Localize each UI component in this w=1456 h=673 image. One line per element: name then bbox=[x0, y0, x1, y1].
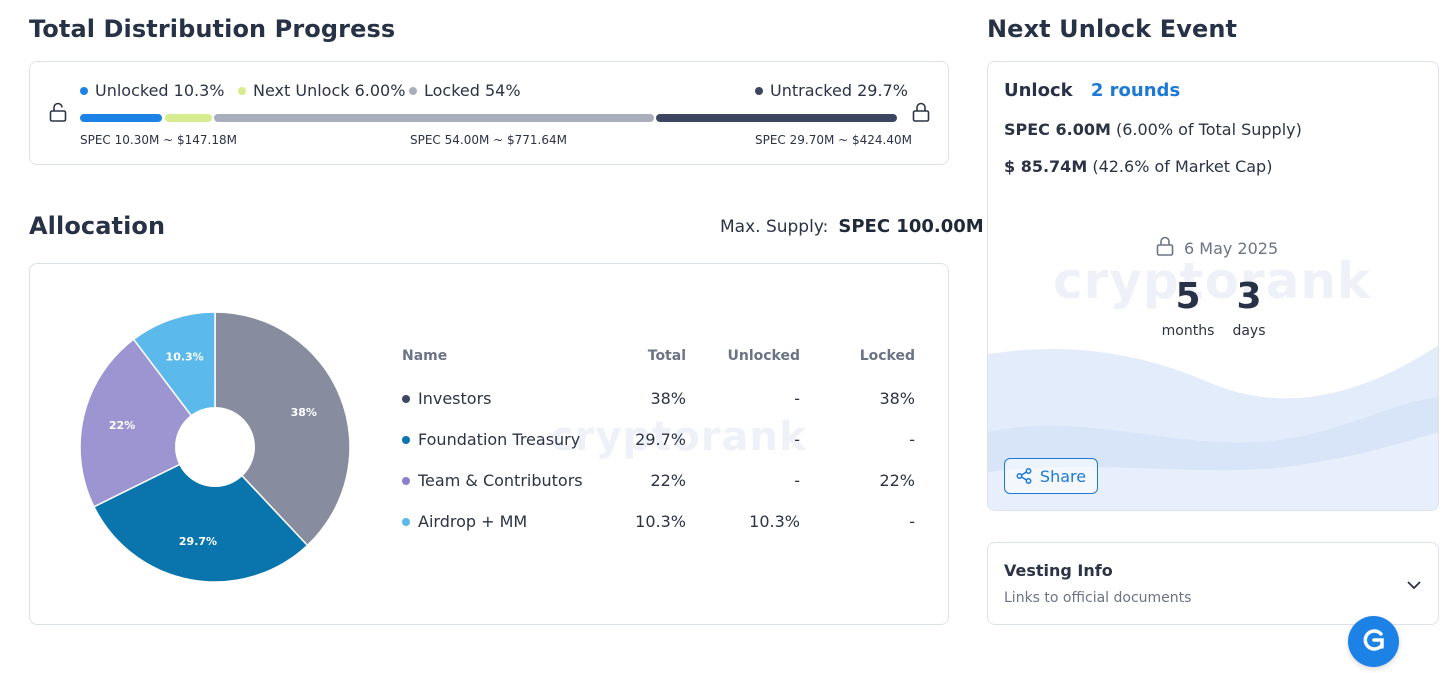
legend-locked: Locked 54% bbox=[409, 81, 521, 100]
pie-slice-label: 10.3% bbox=[166, 350, 204, 363]
table-cell-total: 29.7% bbox=[635, 430, 686, 449]
vesting-info-card[interactable]: Vesting Info Links to official documents bbox=[987, 542, 1439, 625]
pie-center-hole bbox=[175, 407, 255, 487]
next-unlock-title: Next Unlock Event bbox=[987, 15, 1238, 43]
progress-title: Total Distribution Progress bbox=[29, 15, 396, 43]
cryptorank-logo-icon bbox=[1359, 625, 1389, 659]
max-supply-label: Max. Supply: bbox=[720, 217, 829, 237]
column-header-name: Name bbox=[402, 348, 448, 364]
table-row-name: Airdrop + MM bbox=[418, 512, 528, 531]
max-supply-value: SPEC 100.00M bbox=[838, 216, 984, 237]
distribution-progress-card: Unlocked 10.3% Next Unlock 6.00% Locked … bbox=[29, 61, 949, 165]
lock-icon bbox=[1156, 236, 1174, 260]
legend-unlocked: Unlocked 10.3% bbox=[80, 81, 225, 100]
bar-segment-unlocked bbox=[80, 114, 163, 122]
rounds-link[interactable]: 2 rounds bbox=[1090, 80, 1181, 101]
allocation-title: Allocation bbox=[29, 212, 166, 240]
row-dot-foundation-treasury bbox=[402, 436, 410, 444]
chevron-down-icon[interactable] bbox=[1406, 575, 1422, 594]
table-row-name: Investors bbox=[418, 389, 492, 408]
table-cell-total: 38% bbox=[650, 389, 686, 408]
table-cell-locked: 22% bbox=[879, 471, 915, 490]
row-dot-airdrop bbox=[402, 518, 410, 526]
bar-segment-next-unlock bbox=[165, 114, 213, 122]
legend-dot-next-unlock bbox=[238, 86, 246, 95]
vesting-subtitle: Links to official documents bbox=[1004, 590, 1192, 606]
lock-closed-icon bbox=[912, 102, 930, 126]
table-cell-locked: - bbox=[909, 430, 915, 449]
pie-slice-team-contributors[interactable] bbox=[79, 338, 217, 508]
bar-segment-locked bbox=[214, 114, 655, 122]
bar-label-unlocked: SPEC 10.30M ~ $147.18M bbox=[80, 133, 237, 147]
allocation-card: cryptorank 38% 29.7% 22% 10.3% Name Total U… bbox=[29, 263, 949, 625]
wave-background bbox=[988, 345, 1438, 510]
unlock-market-cap: $ 85.74M (42.6% of Market Cap) bbox=[1004, 157, 1272, 176]
pie-slice-label: 38% bbox=[291, 406, 317, 419]
watermark: cryptorank bbox=[1053, 252, 1372, 310]
legend-label-next-unlock: Next Unlock 6.00% bbox=[253, 81, 406, 100]
legend-dot-locked bbox=[409, 86, 417, 95]
table-cell-unlocked: - bbox=[794, 471, 800, 490]
row-dot-investors bbox=[402, 395, 410, 403]
unlock-cap-value: $ 85.74M bbox=[1004, 157, 1088, 176]
legend-label-locked: Locked 54% bbox=[424, 81, 521, 100]
bar-segment-untracked bbox=[656, 114, 897, 122]
unlock-date-text: 6 May 2025 bbox=[1184, 238, 1279, 258]
pie-slice-label: 29.7% bbox=[179, 535, 217, 548]
cryptorank-fab-button[interactable] bbox=[1348, 616, 1399, 667]
legend-label-unlocked: Unlocked 10.3% bbox=[95, 81, 225, 100]
legend-untracked: Untracked 29.7% bbox=[755, 81, 908, 100]
column-header-total: Total bbox=[647, 348, 686, 364]
allocation-pie-chart: 38% 29.7% 22% 10.3% bbox=[79, 311, 351, 583]
legend-label-untracked: Untracked 29.7% bbox=[770, 81, 908, 100]
table-cell-unlocked: - bbox=[794, 389, 800, 408]
bar-label-untracked: SPEC 29.70M ~ $424.40M bbox=[755, 133, 912, 147]
max-supply: Max. Supply: SPEC 100.00M bbox=[720, 216, 984, 237]
countdown-months-label: months bbox=[1161, 323, 1215, 339]
table-cell-locked: - bbox=[909, 512, 915, 531]
legend-next-unlock: Next Unlock 6.00% bbox=[238, 81, 405, 100]
share-button[interactable]: Share bbox=[1004, 458, 1098, 494]
unlock-header: Unlock 2 rounds bbox=[1004, 80, 1180, 101]
row-dot-team bbox=[402, 477, 410, 485]
pie-slice-label: 22% bbox=[109, 419, 135, 432]
unlock-date: 6 May 2025 bbox=[1156, 236, 1278, 260]
unlock-supply-value: SPEC 6.00M bbox=[1004, 120, 1111, 139]
next-unlock-card: cryptorank Unlock 2 rounds SPEC 6.00M (6… bbox=[987, 61, 1439, 511]
unlock-supply-note: (6.00% of Total Supply) bbox=[1115, 120, 1302, 139]
table-cell-total: 22% bbox=[650, 471, 686, 490]
legend-dot-unlocked bbox=[80, 86, 88, 95]
table-cell-unlocked: 10.3% bbox=[749, 512, 800, 531]
column-header-unlocked: Unlocked bbox=[727, 348, 800, 364]
unlock-cap-note: (42.6% of Market Cap) bbox=[1092, 157, 1273, 176]
countdown-days-label: days bbox=[1232, 323, 1266, 339]
share-icon bbox=[1016, 468, 1032, 484]
table-cell-total: 10.3% bbox=[635, 512, 686, 531]
column-header-locked: Locked bbox=[859, 348, 915, 364]
countdown-days-value: 3 bbox=[1236, 276, 1262, 317]
lock-open-icon bbox=[49, 102, 67, 126]
vesting-title: Vesting Info bbox=[1004, 561, 1113, 580]
table-row-name: Foundation Treasury bbox=[418, 430, 581, 449]
pie-slice-investors[interactable] bbox=[214, 311, 351, 547]
table-cell-unlocked: - bbox=[794, 430, 800, 449]
table-cell-locked: 38% bbox=[879, 389, 915, 408]
watermark: cryptorank bbox=[550, 414, 807, 460]
countdown-months-value: 5 bbox=[1175, 276, 1201, 317]
legend-dot-untracked bbox=[755, 86, 763, 95]
table-row-name: Team & Contributors bbox=[418, 471, 583, 490]
share-label: Share bbox=[1039, 466, 1087, 486]
bar-label-locked: SPEC 54.00M ~ $771.64M bbox=[410, 133, 567, 147]
unlock-label: Unlock bbox=[1004, 80, 1073, 101]
unlock-supply: SPEC 6.00M (6.00% of Total Supply) bbox=[1004, 120, 1302, 139]
distribution-bar bbox=[80, 62, 898, 166]
